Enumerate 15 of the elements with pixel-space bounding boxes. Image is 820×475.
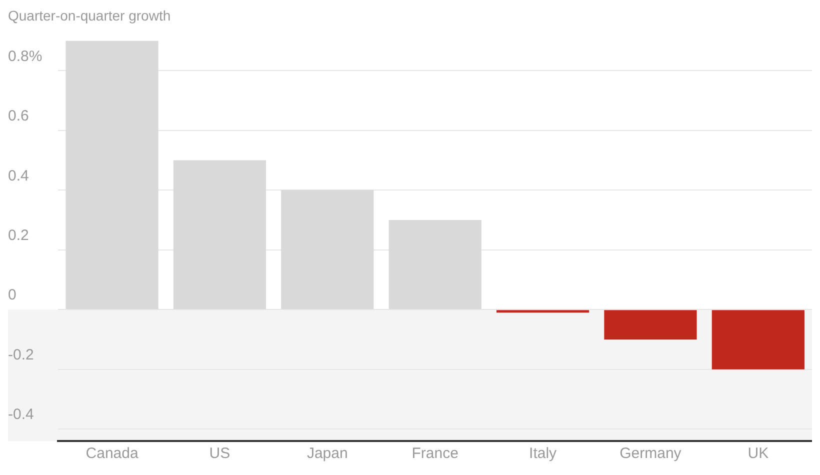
x-tick-label: Japan [306,445,348,462]
x-tick-label: US [209,445,230,462]
x-tick-label: Italy [529,445,558,462]
y-tick-label: 0.8% [8,48,42,65]
x-tick-label: UK [748,445,769,462]
x-tick-label: Canada [86,445,139,462]
chart-title: Quarter-on-quarter growth [8,7,171,24]
y-tick-label: 0.4 [8,167,29,184]
y-tick-label: -0.2 [8,346,34,364]
y-tick-label: 0 [8,286,16,304]
x-tick-label: Germany [620,445,682,462]
x-tick-label: France [412,445,458,462]
y-tick-label: 0.6 [8,108,29,125]
y-tick-label: -0.4 [8,406,34,424]
y-tick-label: 0.2 [8,227,29,244]
